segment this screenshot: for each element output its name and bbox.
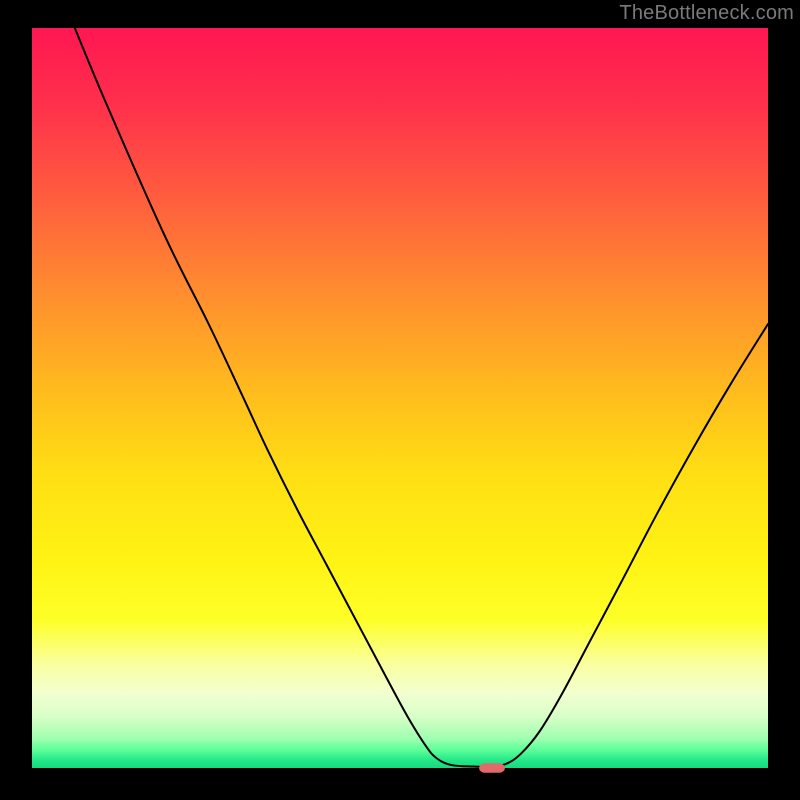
optimum-marker xyxy=(479,763,505,773)
chart-frame: TheBottleneck.com xyxy=(0,0,800,800)
watermark-text: TheBottleneck.com xyxy=(619,2,794,25)
curve-line xyxy=(69,13,768,767)
bottleneck-curve xyxy=(0,0,800,800)
